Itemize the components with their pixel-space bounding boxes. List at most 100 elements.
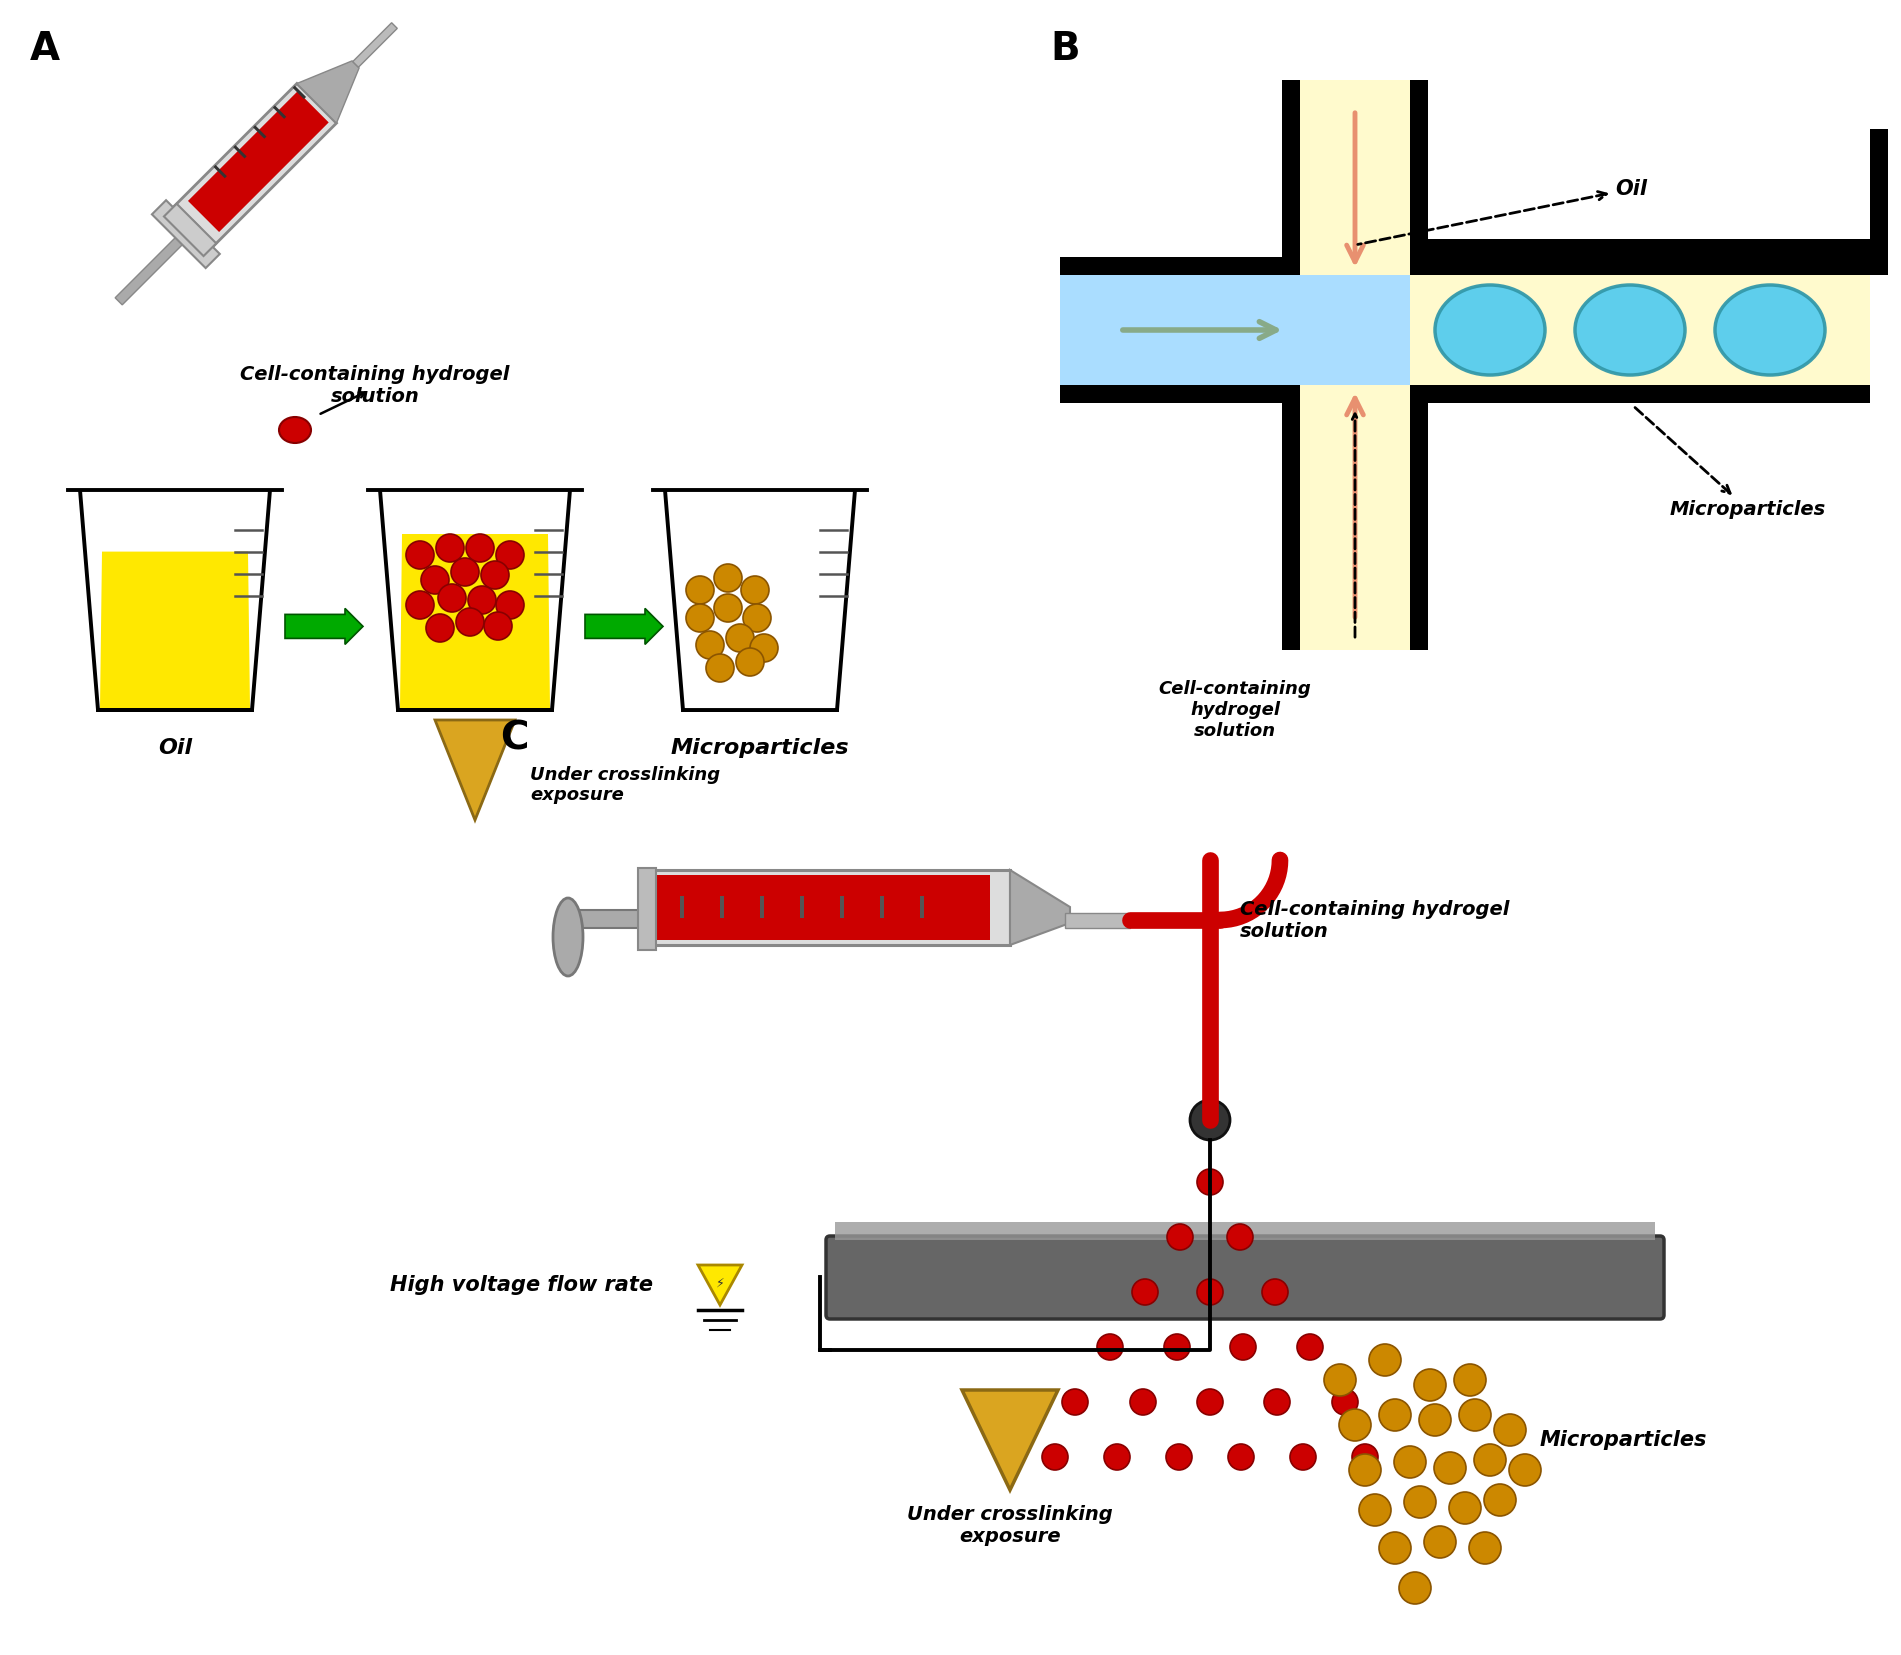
Circle shape	[1378, 1398, 1411, 1432]
Polygon shape	[1009, 871, 1070, 945]
Circle shape	[1323, 1364, 1355, 1397]
Bar	[274, 106, 287, 119]
Circle shape	[1424, 1526, 1456, 1557]
Circle shape	[468, 586, 496, 614]
Circle shape	[743, 604, 772, 632]
Circle shape	[726, 624, 755, 652]
Circle shape	[715, 564, 741, 592]
Circle shape	[496, 541, 525, 569]
Bar	[920, 895, 924, 919]
Text: Microparticles: Microparticles	[1540, 1430, 1707, 1450]
Circle shape	[1509, 1455, 1542, 1486]
Circle shape	[1454, 1364, 1487, 1397]
Bar	[1411, 79, 1428, 275]
Ellipse shape	[1715, 285, 1825, 376]
Bar	[173, 83, 336, 247]
Bar	[720, 895, 724, 919]
Polygon shape	[684, 708, 835, 710]
Text: A: A	[30, 30, 61, 68]
Text: Microparticles: Microparticles	[671, 738, 850, 758]
Circle shape	[1378, 1533, 1411, 1564]
Bar	[234, 146, 247, 159]
Text: B: B	[1049, 30, 1080, 68]
Circle shape	[1198, 1168, 1222, 1195]
Ellipse shape	[1576, 285, 1684, 376]
Text: Oil: Oil	[1357, 179, 1646, 245]
Bar	[650, 875, 990, 940]
FancyArrow shape	[586, 609, 663, 644]
Bar	[1300, 275, 1411, 386]
Polygon shape	[1300, 275, 1411, 386]
Circle shape	[705, 654, 734, 682]
Circle shape	[1104, 1445, 1129, 1470]
FancyBboxPatch shape	[827, 1236, 1663, 1319]
Circle shape	[496, 591, 525, 619]
Circle shape	[686, 576, 715, 604]
Text: Under crosslinking
exposure: Under crosslinking exposure	[907, 1504, 1112, 1546]
Text: Cell-containing
hydrogel
solution: Cell-containing hydrogel solution	[1158, 680, 1312, 740]
Circle shape	[1414, 1369, 1447, 1402]
Circle shape	[407, 541, 433, 569]
Circle shape	[1230, 1334, 1257, 1360]
Bar	[1061, 404, 1281, 650]
Bar	[188, 91, 329, 232]
Bar	[565, 910, 656, 928]
Circle shape	[686, 604, 715, 632]
Polygon shape	[399, 535, 549, 708]
Bar	[1065, 914, 1129, 928]
Polygon shape	[435, 720, 515, 819]
Bar	[152, 200, 221, 268]
Bar	[1300, 386, 1411, 650]
Circle shape	[1097, 1334, 1123, 1360]
Bar	[1411, 238, 1871, 257]
Circle shape	[1352, 1445, 1378, 1470]
Text: Oil: Oil	[158, 738, 192, 758]
Bar	[800, 895, 804, 919]
Bar	[1281, 79, 1300, 275]
Polygon shape	[698, 1264, 741, 1306]
Circle shape	[1333, 1389, 1357, 1415]
Bar	[1061, 0, 1281, 79]
Circle shape	[1458, 1398, 1490, 1432]
Circle shape	[741, 576, 770, 604]
Bar	[354, 23, 397, 68]
Text: Cell-containing hydrogel
solution: Cell-containing hydrogel solution	[240, 366, 509, 405]
Circle shape	[1433, 1451, 1466, 1485]
Bar	[1871, 129, 1888, 275]
Bar	[760, 895, 764, 919]
Circle shape	[1469, 1533, 1502, 1564]
Circle shape	[1198, 1279, 1222, 1306]
Bar	[1061, 386, 1300, 404]
Text: Cell-containing hydrogel
solution: Cell-containing hydrogel solution	[1239, 900, 1509, 942]
Bar	[840, 895, 844, 919]
Circle shape	[1291, 1445, 1315, 1470]
Circle shape	[456, 607, 485, 636]
Circle shape	[751, 634, 778, 662]
Circle shape	[1399, 1572, 1431, 1604]
Bar	[641, 871, 1009, 945]
Circle shape	[1338, 1408, 1371, 1442]
Bar	[1281, 386, 1300, 650]
Bar	[1411, 275, 1871, 386]
Ellipse shape	[553, 899, 584, 976]
Bar	[1411, 257, 1871, 275]
Bar	[1061, 257, 1300, 275]
Bar	[163, 204, 217, 257]
Circle shape	[1359, 1494, 1392, 1526]
Circle shape	[1063, 1389, 1087, 1415]
Circle shape	[1262, 1279, 1289, 1306]
Text: Under crosslinking
exposure: Under crosslinking exposure	[530, 766, 720, 804]
Circle shape	[1165, 1445, 1192, 1470]
Ellipse shape	[1435, 285, 1546, 376]
Bar	[880, 895, 884, 919]
Bar	[1061, 275, 1300, 386]
Circle shape	[1494, 1413, 1527, 1446]
Circle shape	[407, 591, 433, 619]
Circle shape	[1163, 1334, 1190, 1360]
Circle shape	[1190, 1101, 1230, 1140]
Circle shape	[1418, 1403, 1450, 1437]
Circle shape	[1042, 1445, 1068, 1470]
Circle shape	[1350, 1455, 1380, 1486]
Circle shape	[1226, 1225, 1253, 1250]
Bar	[681, 895, 684, 919]
